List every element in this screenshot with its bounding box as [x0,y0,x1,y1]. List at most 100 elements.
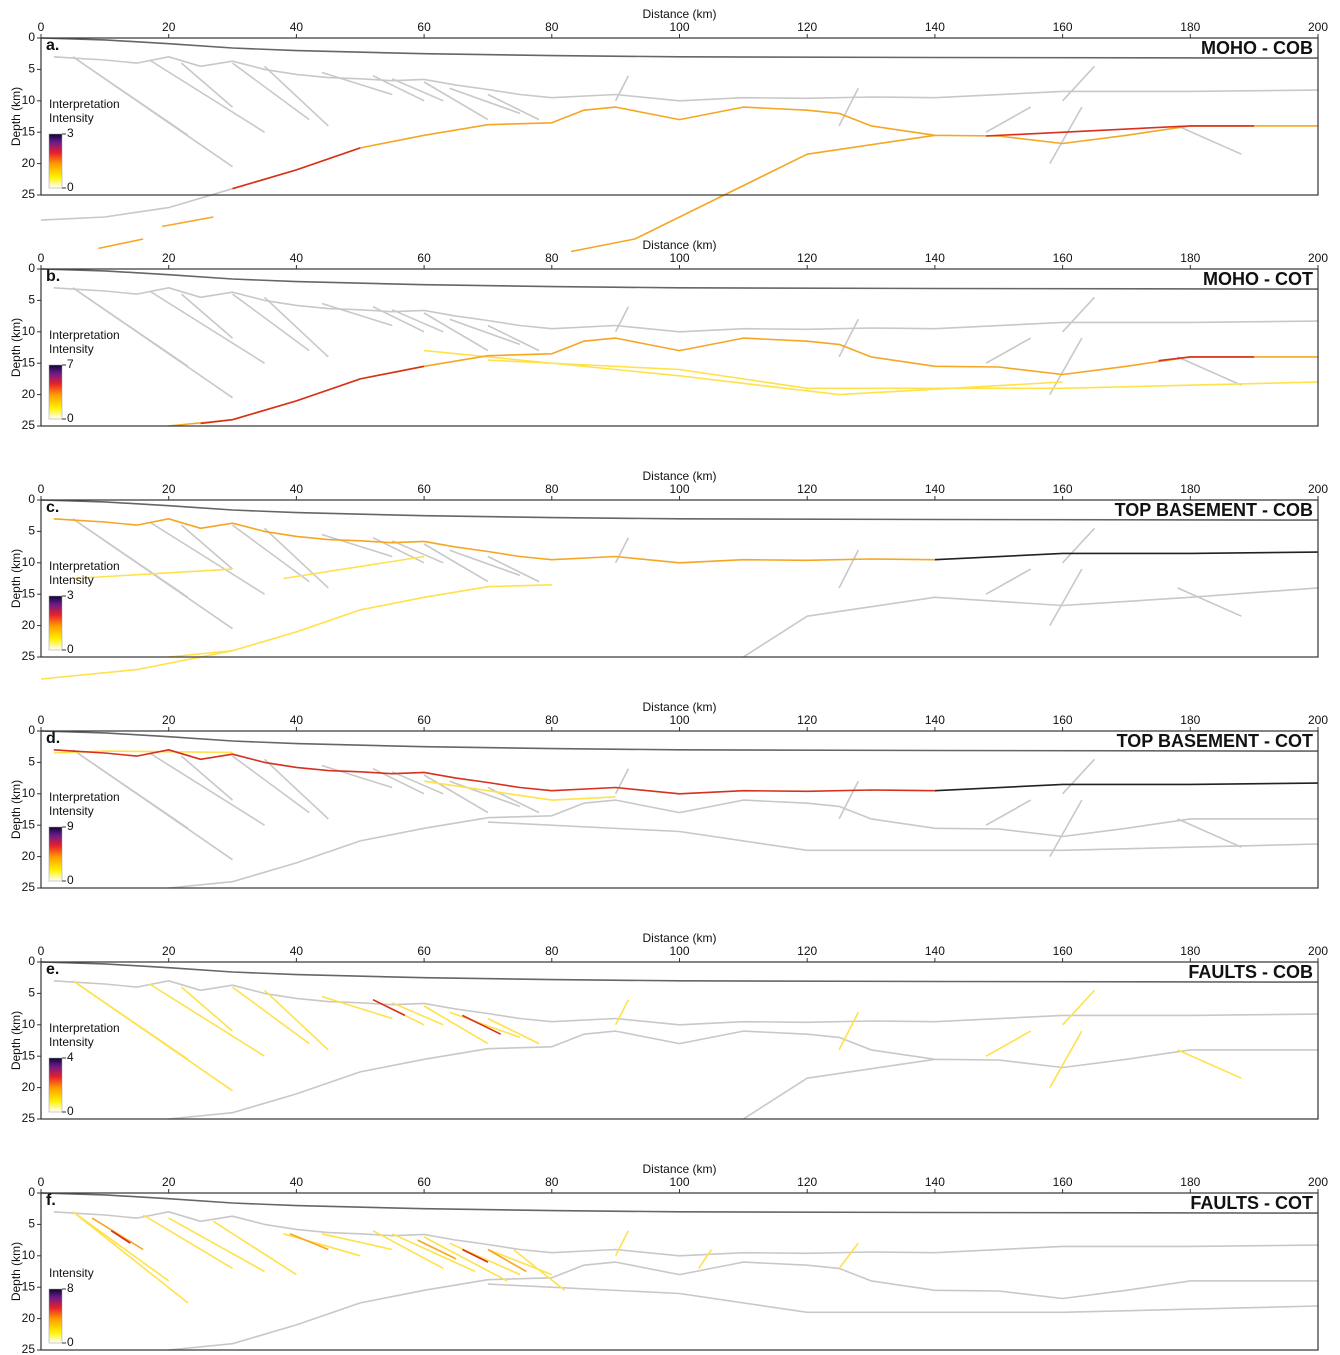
x-tick-label: 100 [669,1175,689,1189]
y-tick-label: 0 [28,261,35,275]
x-tick-label: 180 [1180,713,1200,727]
x-tick-label: 60 [417,482,431,496]
legend-title: Interpretation [49,328,120,342]
panel-label: e. [46,961,59,978]
y-tick-label: 25 [22,880,36,894]
panel-label: d. [46,730,60,747]
x-tick-label: 120 [797,944,817,958]
panel-title: FAULTS - COB [1188,962,1313,982]
interpretation-line [72,287,1242,399]
x-tick-label: 40 [290,482,304,496]
x-tick-label: 120 [797,713,817,727]
legend-title: Intensity [49,804,94,818]
interpretation-line [53,518,935,564]
x-tick-label: 80 [545,482,559,496]
x-tick-label: 120 [797,251,817,265]
plot-frame [40,499,1319,658]
x-tick-label: 200 [1308,713,1328,727]
colorbar [48,1057,63,1113]
x-tick-label: 160 [1053,251,1073,265]
interpretation-line [232,106,1318,190]
interpretation-line [168,799,1319,889]
x-tick-label: 160 [1053,482,1073,496]
interpretation-line [168,1030,1318,1120]
y-tick-label: 25 [22,187,36,201]
x-tick-label: 60 [417,20,431,34]
interpretation-line [98,216,214,250]
interpretation-line [570,134,936,253]
x-tick-label: 60 [417,1175,431,1189]
colorbar [48,133,63,189]
y-tick-label: 10 [22,1017,36,1031]
colorbar [48,364,63,420]
x-tick-label: 200 [1308,20,1328,34]
interpretation-line [168,337,1318,427]
y-axis-label: Depth (km) [9,1011,23,1070]
x-tick-label: 0 [38,1175,45,1189]
interpretation-line [110,1230,489,1263]
y-tick-label: 10 [22,93,36,107]
x-tick-label: 60 [417,944,431,958]
interpretation-line [53,749,935,795]
interpretation-line [53,980,1319,1026]
y-tick-label: 25 [22,1111,36,1125]
x-tick-label: 0 [38,20,45,34]
legend-title: Interpretation [49,1021,120,1035]
y-tick-label: 5 [28,524,35,538]
y-tick-label: 25 [22,649,36,663]
x-tick-label: 20 [162,1175,176,1189]
plot-frame [40,1192,1319,1351]
colorbar-tick-label: 3 [67,588,74,602]
panel-title: TOP BASEMENT - COT [1117,731,1313,751]
x-tick-label: 180 [1180,1175,1200,1189]
interpretation-line [40,730,1319,752]
interpretation-line [40,961,1319,983]
colorbar-tick-label: 0 [67,873,74,887]
interpretation-line [40,37,1319,59]
x-tick-label: 40 [290,713,304,727]
interpretation-line [72,56,1242,168]
interpretation-line [53,750,616,801]
x-tick-label: 180 [1180,482,1200,496]
x-tick-label: 20 [162,944,176,958]
x-tick-label: 180 [1180,944,1200,958]
panel-title: TOP BASEMENT - COB [1115,500,1313,520]
interpretation-line [40,499,1319,521]
y-tick-label: 15 [22,1048,36,1062]
interpretation-line [72,980,1242,1092]
colorbar-tick-label: 0 [67,411,74,425]
y-tick-label: 5 [28,62,35,76]
x-tick-label: 20 [162,20,176,34]
x-tick-label: 0 [38,713,45,727]
colorbar-tick-label: 0 [67,1335,74,1349]
y-tick-label: 0 [28,30,35,44]
interpretation-line [200,356,1255,425]
interpretation-line [742,587,1319,658]
x-tick-label: 80 [545,20,559,34]
colorbar-tick-label: 8 [67,1281,74,1295]
x-axis-label: Distance (km) [642,1162,716,1176]
interpretation-line [53,287,1319,333]
y-tick-label: 10 [22,324,36,338]
interpretation-line [40,187,233,221]
y-axis-label: Depth (km) [9,1242,23,1301]
x-tick-label: 80 [545,1175,559,1189]
y-tick-label: 20 [22,156,36,170]
interpretation-line [40,555,552,680]
x-tick-label: 140 [925,482,945,496]
x-tick-label: 120 [797,1175,817,1189]
x-tick-label: 200 [1308,482,1328,496]
x-tick-label: 120 [797,20,817,34]
y-tick-label: 0 [28,1185,35,1199]
y-tick-label: 15 [22,355,36,369]
x-tick-label: 100 [669,251,689,265]
interpretation-line [53,56,1319,102]
colorbar-tick-label: 3 [67,126,74,140]
x-axis-label: Distance (km) [642,931,716,945]
x-tick-label: 40 [290,1175,304,1189]
colorbar-tick-label: 0 [67,180,74,194]
colorbar [48,826,63,882]
interpretation-line [934,782,1319,792]
y-tick-label: 15 [22,1279,36,1293]
